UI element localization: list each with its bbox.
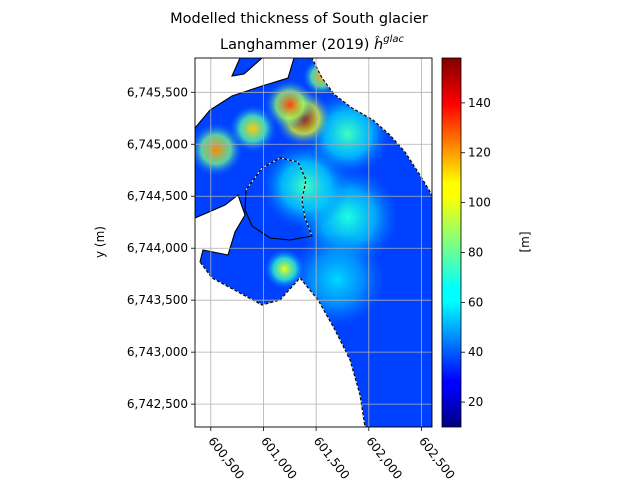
thickness-hotspot bbox=[264, 249, 305, 289]
colorbar-tick-label: 120 bbox=[468, 146, 491, 160]
glacier-thickness-field bbox=[195, 58, 432, 427]
y-tick-label: 6,744,000 bbox=[127, 241, 188, 255]
colorbar bbox=[441, 57, 462, 428]
y-axis-label: y (m) bbox=[93, 226, 107, 258]
y-axis-ticks: 6,742,500 6,743,000 6,743,500 6,744,000 6,74… bbox=[127, 85, 195, 411]
title-superscript: glac bbox=[383, 34, 404, 45]
x-tick-label: 602,000 bbox=[363, 434, 405, 480]
title-line1: Modelled thickness of South glacier bbox=[170, 11, 428, 27]
title-line2-prefix: Langhammer (2019) bbox=[220, 37, 374, 53]
axes-frame bbox=[194, 57, 433, 428]
glacier-outline-dashed bbox=[199, 58, 432, 427]
x-tick-label: 600,500 bbox=[205, 434, 247, 480]
y-tick-label: 6,744,500 bbox=[127, 189, 188, 203]
colorbar-tick-label: 40 bbox=[468, 345, 483, 359]
colorbar-tick-label: 20 bbox=[468, 395, 483, 409]
x-tick-label: 601,500 bbox=[311, 434, 353, 480]
map-area bbox=[195, 58, 432, 427]
title-symbol: ĥ bbox=[374, 35, 383, 53]
thickness-hotspot bbox=[290, 232, 385, 326]
y-tick-label: 6,743,000 bbox=[127, 345, 188, 359]
y-tick-label: 6,743,500 bbox=[127, 293, 188, 307]
thickness-hotspot bbox=[195, 122, 244, 177]
y-tick-label: 6,745,500 bbox=[127, 85, 188, 99]
colorbar-ticks: 20 40 60 80 100 120 140 bbox=[461, 96, 491, 409]
y-tick-label: 6,742,500 bbox=[127, 397, 188, 411]
thickness-hotspot bbox=[229, 105, 277, 152]
colorbar-tick-label: 100 bbox=[468, 196, 491, 210]
colorbar-tick-label: 60 bbox=[468, 295, 483, 309]
y-tick-label: 6,745,000 bbox=[127, 137, 188, 151]
x-tick-label: 602,500 bbox=[416, 434, 458, 480]
glacier-outlines bbox=[195, 58, 432, 427]
grid-lines bbox=[195, 58, 432, 427]
x-axis-ticks: 600,500 601,000 601,500 602,000 602,500 bbox=[205, 427, 458, 480]
colorbar-label: [m] bbox=[518, 231, 532, 252]
x-tick-label: 601,000 bbox=[258, 434, 300, 480]
title-line2: Langhammer (2019) ĥglac bbox=[220, 34, 404, 53]
colorbar-tick-label: 80 bbox=[468, 245, 483, 259]
colorbar-tick-label: 140 bbox=[468, 96, 491, 110]
